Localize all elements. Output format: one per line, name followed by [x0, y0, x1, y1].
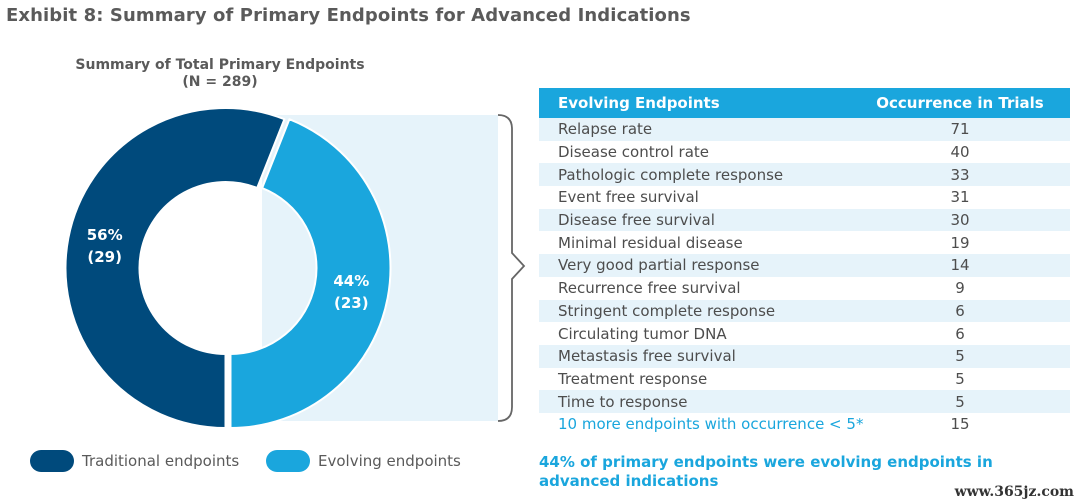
table-row: Minimal residual disease 19: [539, 231, 1070, 254]
legend-item-evolving: Evolving endpoints: [266, 450, 461, 472]
occurrence-value: 9: [955, 279, 965, 298]
legend-swatch-traditional: [30, 450, 74, 472]
endpoint-name: Very good partial response: [558, 256, 760, 275]
endpoint-name: Time to response: [558, 392, 688, 411]
table-row: 10 more endpoints with occurrence < 5* 15: [539, 413, 1070, 436]
donut-subtitle: (N = 289): [182, 74, 258, 90]
endpoint-name: Circulating tumor DNA: [558, 324, 727, 343]
endpoint-name: Recurrence free survival: [558, 279, 741, 298]
endpoint-name: Disease free survival: [558, 211, 715, 230]
column-header-occurrence: Occurrence in Trials: [876, 94, 1044, 112]
endpoint-name: Disease control rate: [558, 143, 709, 162]
donut-chart: 56% (29) 44% (23): [64, 107, 526, 429]
table-row: Time to response 5: [539, 390, 1070, 413]
slice-traditional: [64, 107, 286, 429]
table-row: Metastasis free survival 5: [539, 344, 1070, 368]
table-row: Very good partial response 14: [539, 254, 1070, 277]
occurrence-value: 5: [955, 392, 965, 411]
donut-chart-title: Summary of Total Primary Endpoints (N = …: [60, 57, 380, 91]
donut-title-line: Summary of Total Primary Endpoints: [75, 57, 365, 73]
table-row: Stringent complete response 6: [539, 299, 1070, 323]
endpoint-name: Stringent complete response: [558, 301, 776, 320]
occurrence-value: 15: [950, 415, 970, 434]
slice-count-label: (23): [334, 294, 369, 312]
footnote: 44% of primary endpoints were evolving e…: [539, 453, 993, 490]
table-row: Treatment response 5: [539, 368, 1070, 391]
endpoint-name: 10 more endpoints with occurrence < 5*: [558, 415, 864, 434]
endpoint-name: Metastasis free survival: [558, 347, 736, 366]
occurrence-value: 6: [955, 301, 965, 320]
endpoint-name: Relapse rate: [558, 120, 653, 139]
occurrence-value: 31: [950, 188, 970, 207]
legend-item-traditional: Traditional endpoints: [30, 450, 239, 472]
table-body: Relapse rate 71 Disease control rate 40 Path…: [539, 118, 1070, 436]
occurrence-value: 6: [955, 324, 965, 343]
legend-label-traditional: Traditional endpoints: [82, 452, 240, 470]
occurrence-value: 14: [950, 256, 970, 275]
evolving-endpoints-table: Evolving Endpoints Occurrence in Trials …: [539, 88, 1070, 436]
column-header-endpoint: Evolving Endpoints: [558, 94, 720, 112]
legend-label-evolving: Evolving endpoints: [318, 452, 461, 470]
table-row: Disease free survival 30: [539, 208, 1070, 232]
legend-swatch-evolving: [266, 450, 310, 472]
endpoint-name: Treatment response: [558, 369, 708, 388]
occurrence-value: 40: [950, 143, 970, 162]
occurrence-value: 33: [950, 165, 970, 184]
slice-percent-label: 56%: [87, 226, 123, 244]
exhibit-title: Exhibit 8: Summary of Primary Endpoints …: [6, 5, 691, 26]
occurrence-value: 19: [950, 233, 970, 252]
occurrence-value: 71: [950, 120, 970, 139]
table-row: Pathologic complete response 33: [539, 163, 1070, 187]
table-row: Event free survival 31: [539, 186, 1070, 209]
table-row: Relapse rate 71: [539, 118, 1070, 141]
slice-count-label: (29): [87, 248, 122, 266]
table-row: Circulating tumor DNA 6: [539, 322, 1070, 345]
endpoint-name: Minimal residual disease: [558, 233, 743, 252]
occurrence-value: 30: [950, 211, 970, 230]
occurrence-value: 5: [955, 369, 965, 388]
watermark: www.365jz.com: [954, 484, 1074, 500]
table-row: Disease control rate 40: [539, 141, 1070, 164]
table-header: Evolving Endpoints Occurrence in Trials: [539, 88, 1070, 118]
slice-percent-label: 44%: [333, 272, 369, 290]
endpoint-name: Event free survival: [558, 188, 699, 207]
occurrence-value: 5: [955, 347, 965, 366]
bracket-connector: [497, 114, 526, 422]
endpoint-name: Pathologic complete response: [558, 165, 784, 184]
slice-evolving: [229, 118, 392, 429]
table-row: Recurrence free survival 9: [539, 277, 1070, 300]
